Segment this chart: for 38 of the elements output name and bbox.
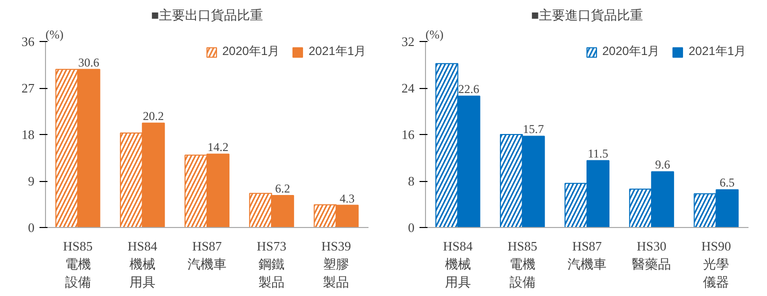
y-tick-label: 0 <box>408 220 414 235</box>
x-tick-label: HS87 汽機車 <box>568 238 606 272</box>
x-tick-label: HS84 機械用具 <box>442 238 474 290</box>
y-tick-label: 9 <box>28 174 34 188</box>
legend-label: 2020年1月 <box>602 43 660 60</box>
x-tick-label: HS73 鋼鐵製品 <box>256 238 286 290</box>
y-tick-label: 32 <box>402 34 414 49</box>
data-label: 6.2 <box>275 181 290 196</box>
y-axis-title: (%) <box>46 28 64 42</box>
y-tick-label: 36 <box>22 34 35 49</box>
data-label: 15.7 <box>522 122 544 136</box>
x-tick-label: HS87 汽機車 <box>188 238 226 272</box>
y-axis-title: (%) <box>426 28 444 42</box>
data-label: 6.5 <box>720 176 735 190</box>
y-tick-label: 24 <box>402 80 415 96</box>
y-tick-label: 0 <box>28 220 34 235</box>
data-label: 4.3 <box>340 191 355 206</box>
y-tick-label: 27 <box>22 80 35 96</box>
data-label: 30.6 <box>78 55 100 70</box>
data-label: 20.2 <box>142 109 164 124</box>
chart-title: ■主要進口貨品比重 <box>531 8 643 22</box>
legend-label: 2021年1月 <box>308 43 366 60</box>
data-label: 14.2 <box>207 140 228 154</box>
y-tick-label: 16 <box>402 127 415 142</box>
x-tick-label: HS84 機械用具 <box>128 238 158 290</box>
data-label: 9.6 <box>655 158 670 172</box>
chart-title: ■主要出口貨品比重 <box>151 8 263 22</box>
y-tick-label: 18 <box>22 127 34 142</box>
x-tick-label: HS90 光學儀器 <box>701 238 732 290</box>
x-tick-label: HS85 電機設備 <box>62 238 93 290</box>
legend-label: 2021年1月 <box>688 43 746 60</box>
data-label: 11.5 <box>588 146 608 161</box>
x-tick-label: HS85 電機設備 <box>508 238 538 290</box>
y-tick-label: 8 <box>408 174 414 188</box>
x-tick-label: HS39 塑膠製品 <box>321 238 352 290</box>
legend-label: 2020年1月 <box>222 43 280 60</box>
data-label: 22.6 <box>458 82 480 96</box>
x-tick-label: HS30 醫藥品 <box>632 238 672 272</box>
